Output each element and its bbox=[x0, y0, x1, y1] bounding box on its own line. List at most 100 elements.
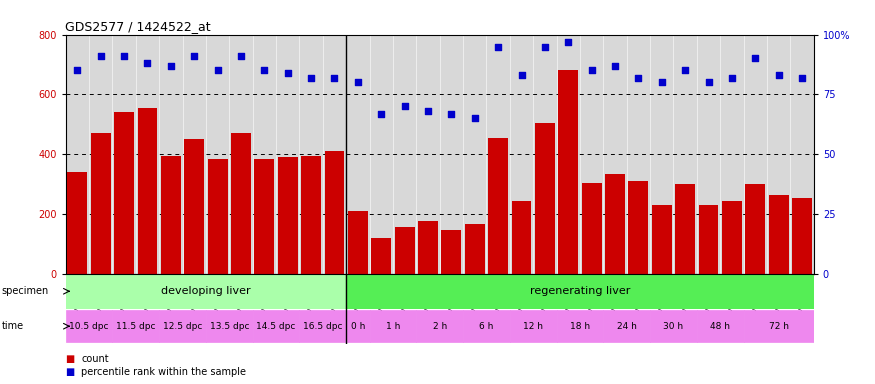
Bar bbox=[535, 123, 555, 274]
Point bbox=[374, 111, 388, 117]
Point bbox=[211, 67, 225, 73]
Bar bbox=[650, 311, 696, 342]
Bar bbox=[369, 311, 416, 342]
Bar bbox=[67, 172, 88, 274]
Text: 2 h: 2 h bbox=[432, 322, 447, 331]
Text: time: time bbox=[2, 321, 24, 331]
Point bbox=[94, 53, 108, 59]
Point bbox=[164, 63, 178, 69]
Text: 30 h: 30 h bbox=[663, 322, 683, 331]
Text: 72 h: 72 h bbox=[768, 322, 788, 331]
Bar bbox=[463, 311, 510, 342]
Text: 48 h: 48 h bbox=[710, 322, 731, 331]
Bar bbox=[325, 151, 345, 274]
Text: GDS2577 / 1424522_at: GDS2577 / 1424522_at bbox=[65, 20, 211, 33]
Text: 18 h: 18 h bbox=[570, 322, 590, 331]
Text: specimen: specimen bbox=[2, 286, 49, 296]
Point bbox=[491, 43, 505, 50]
Bar bbox=[137, 108, 158, 274]
Point bbox=[304, 74, 318, 81]
Bar bbox=[558, 70, 578, 274]
Point bbox=[351, 79, 365, 86]
Point bbox=[654, 79, 668, 86]
Point bbox=[141, 60, 155, 66]
Text: 6 h: 6 h bbox=[480, 322, 494, 331]
Bar bbox=[346, 274, 814, 309]
Bar bbox=[488, 138, 508, 274]
Bar bbox=[395, 227, 415, 274]
Bar bbox=[604, 311, 650, 342]
Point bbox=[724, 74, 738, 81]
Bar bbox=[769, 195, 788, 274]
Point bbox=[187, 53, 201, 59]
Point bbox=[421, 108, 435, 114]
Point bbox=[234, 53, 248, 59]
Bar bbox=[66, 311, 112, 342]
Bar bbox=[416, 311, 463, 342]
Bar bbox=[606, 174, 625, 274]
Point bbox=[608, 63, 622, 69]
Bar bbox=[299, 311, 346, 342]
Bar bbox=[348, 211, 367, 274]
Bar bbox=[696, 311, 744, 342]
Point bbox=[397, 103, 411, 109]
Text: 1 h: 1 h bbox=[386, 322, 400, 331]
Bar bbox=[512, 200, 531, 274]
Bar bbox=[722, 200, 742, 274]
Bar bbox=[185, 139, 204, 274]
Text: 12.5 dpc: 12.5 dpc bbox=[163, 322, 202, 331]
Text: ■: ■ bbox=[66, 367, 75, 377]
Text: 24 h: 24 h bbox=[617, 322, 637, 331]
Bar bbox=[371, 238, 391, 274]
Bar bbox=[207, 159, 228, 274]
Bar bbox=[161, 156, 181, 274]
Bar bbox=[442, 230, 461, 274]
Bar bbox=[112, 311, 159, 342]
Text: 14.5 dpc: 14.5 dpc bbox=[256, 322, 296, 331]
Text: percentile rank within the sample: percentile rank within the sample bbox=[81, 367, 247, 377]
Bar bbox=[159, 311, 206, 342]
Text: 11.5 dpc: 11.5 dpc bbox=[116, 322, 156, 331]
Text: regenerating liver: regenerating liver bbox=[529, 286, 630, 296]
Bar bbox=[792, 197, 812, 274]
Point bbox=[444, 111, 458, 117]
Point bbox=[281, 70, 295, 76]
Point bbox=[795, 74, 809, 81]
Point bbox=[772, 72, 786, 78]
Bar bbox=[744, 311, 814, 342]
Text: count: count bbox=[81, 354, 109, 364]
Text: developing liver: developing liver bbox=[161, 286, 251, 296]
Point bbox=[257, 67, 271, 73]
Text: ■: ■ bbox=[66, 354, 75, 364]
Bar bbox=[346, 311, 369, 342]
Point bbox=[702, 79, 716, 86]
Bar bbox=[698, 205, 718, 274]
Bar bbox=[510, 311, 556, 342]
Bar bbox=[253, 311, 299, 342]
Bar bbox=[628, 181, 648, 274]
Point bbox=[584, 67, 598, 73]
Text: 10.5 dpc: 10.5 dpc bbox=[69, 322, 108, 331]
Bar bbox=[676, 184, 695, 274]
Bar bbox=[66, 274, 346, 309]
Bar bbox=[556, 311, 604, 342]
Text: 0 h: 0 h bbox=[351, 322, 365, 331]
Point bbox=[117, 53, 131, 59]
Point bbox=[70, 67, 84, 73]
Text: 12 h: 12 h bbox=[523, 322, 543, 331]
Bar bbox=[277, 157, 298, 274]
Point bbox=[327, 74, 341, 81]
Bar bbox=[206, 311, 253, 342]
Bar bbox=[91, 133, 110, 274]
Bar bbox=[231, 133, 251, 274]
Point bbox=[514, 72, 528, 78]
Point bbox=[748, 55, 762, 61]
Point bbox=[561, 39, 575, 45]
Bar bbox=[418, 222, 438, 274]
Point bbox=[678, 67, 692, 73]
Bar bbox=[582, 182, 602, 274]
Bar bbox=[301, 156, 321, 274]
Point bbox=[538, 43, 552, 50]
Text: 16.5 dpc: 16.5 dpc bbox=[303, 322, 342, 331]
Bar bbox=[652, 205, 672, 274]
